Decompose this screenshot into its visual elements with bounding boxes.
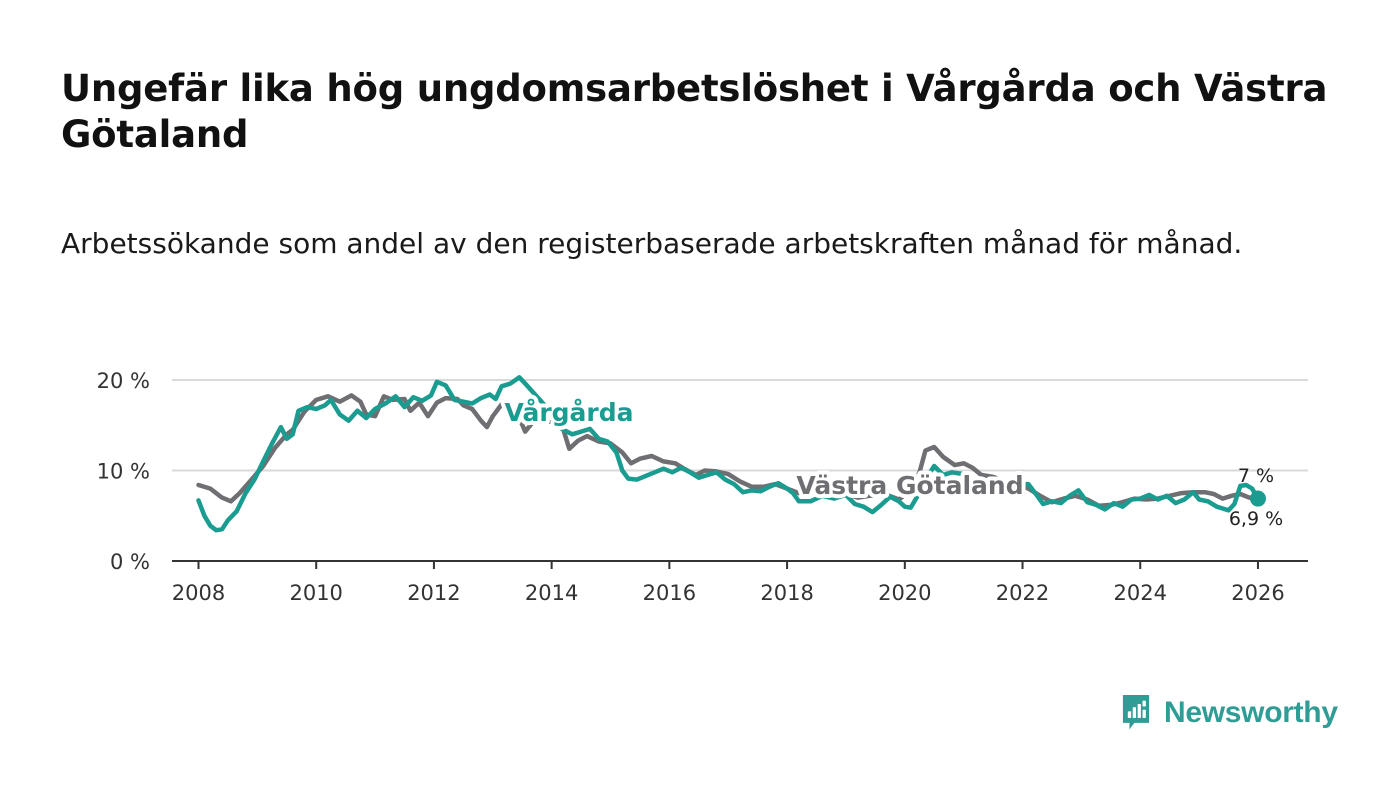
x-tick-label: 2012 [407,581,460,605]
x-tick-label: 2008 [172,581,225,605]
grid-layer [172,379,1308,472]
y-tick-label: 10 % [97,460,150,484]
x-tick-label: 2014 [525,581,578,605]
x-tick-label: 2022 [996,581,1049,605]
x-tick-label: 2026 [1231,581,1284,605]
y-tick-label: 20 % [97,369,150,393]
series-line-vargarda [196,375,1261,533]
x-tick-label: 2010 [289,581,342,605]
series-end-marker [1249,490,1266,507]
x-tick-label: 2016 [643,581,696,605]
y-tick-label: 0 % [110,550,150,574]
chart-title: Ungefär lika hög ungdomsarbetslöshet i V… [61,67,1328,156]
series-label-vastra-gotaland: Västra Götaland [796,471,1023,500]
series-label-vargarda-halo: Vårgårda [504,398,633,427]
bar-chart-icon [1122,695,1150,730]
x-tick-label: 2020 [878,581,931,605]
x-tick-label: 2024 [1114,581,1167,605]
x-tick-label: 2018 [760,581,813,605]
newsworthy-logo: Newsworthy [1118,690,1338,736]
series-label-vargarda: Vårgårda [504,398,633,427]
series-label-vastra-gotaland-halo: Västra Götaland [796,471,1023,500]
axis-layer: 0 % 10 % 20 % 2008 2010 2012 2014 2016 2018 2020 2… [97,369,1308,605]
series-layer [196,375,1266,533]
end-value-label-vargarda: 6,9 % [1229,508,1283,530]
brand-name: Newsworthy [1164,696,1338,729]
chart-subtitle: Arbetssökande som andel av den registerb… [61,227,1243,260]
end-value-label-vastra-gotaland: 7 % [1238,465,1274,487]
